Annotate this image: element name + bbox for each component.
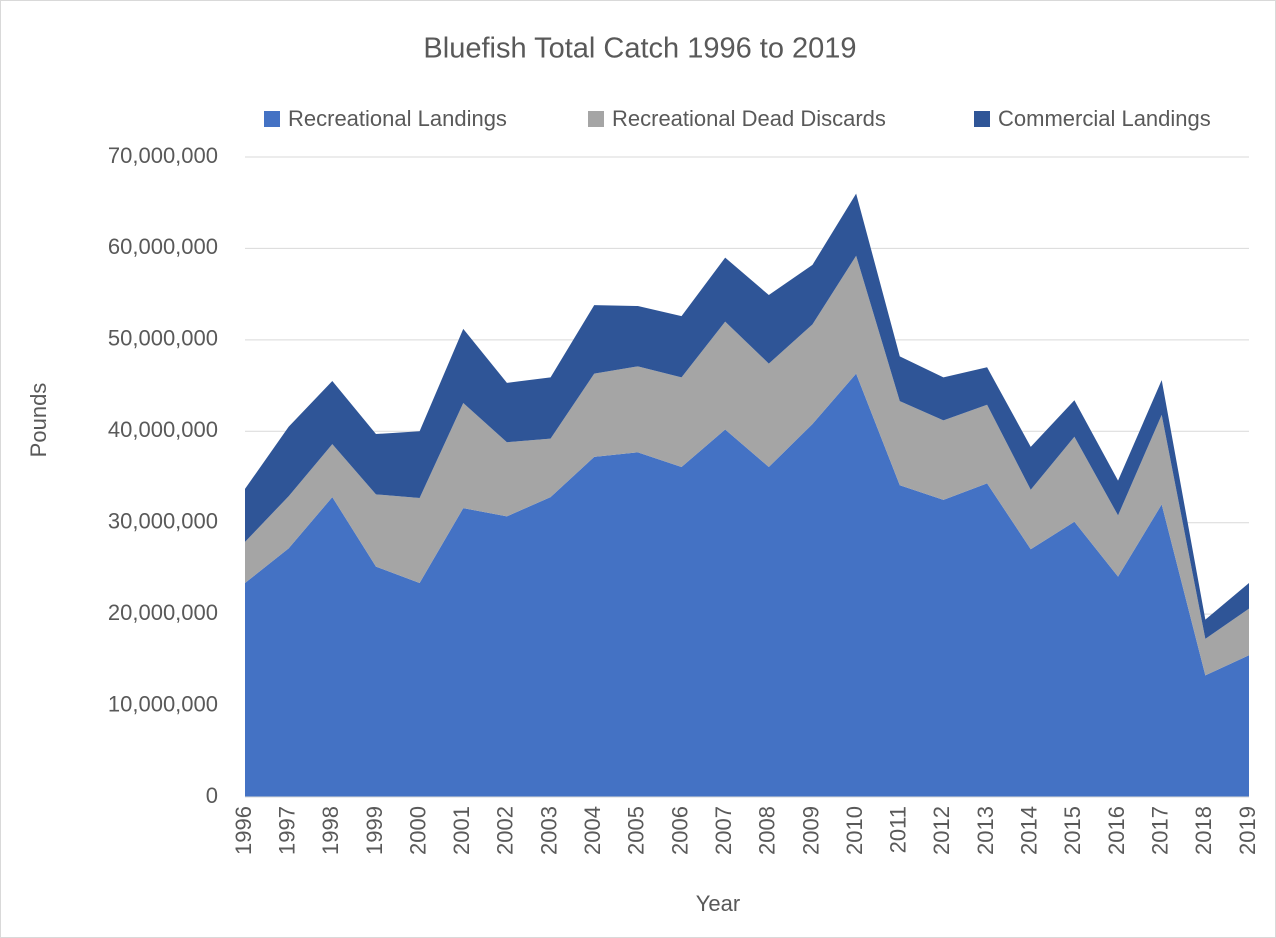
y-tick-label: 70,000,000 (108, 143, 218, 168)
x-tick-label: 1999 (362, 806, 387, 855)
x-tick-label: 2001 (449, 806, 474, 855)
x-tick-label: 2017 (1148, 806, 1173, 855)
x-tick-label: 2009 (798, 806, 823, 855)
chart-title: Bluefish Total Catch 1996 to 2019 (423, 33, 856, 65)
legend-swatch (264, 111, 280, 127)
x-tick-label: 2010 (842, 806, 867, 855)
x-tick-label: 2018 (1191, 806, 1216, 855)
legend-swatch (974, 111, 990, 127)
x-tick-label: 1997 (274, 806, 299, 855)
x-tick-label: 2014 (1017, 806, 1042, 855)
x-tick-label: 2008 (755, 806, 780, 855)
area (245, 193, 1249, 639)
x-tick-label: 2006 (667, 806, 692, 855)
y-tick-label: 40,000,000 (108, 417, 218, 442)
x-tick-label: 2004 (580, 806, 605, 855)
legend-label: Recreational Landings (288, 106, 507, 131)
x-axis-label: Year (696, 891, 740, 916)
x-tick-label: 1998 (318, 806, 343, 855)
y-tick-label: 30,000,000 (108, 509, 218, 534)
area (245, 255, 1249, 676)
y-tick-label: 60,000,000 (108, 234, 218, 259)
area (245, 373, 1249, 797)
legend-swatch (588, 111, 604, 127)
x-tick-label: 2012 (929, 806, 954, 855)
y-tick-label: 20,000,000 (108, 600, 218, 625)
legend-label: Recreational Dead Discards (612, 106, 886, 131)
x-tick-label: 2011 (886, 806, 911, 853)
x-tick-label: 2015 (1060, 806, 1085, 855)
x-tick-label: 2013 (973, 806, 998, 855)
y-tick-label: 10,000,000 (108, 691, 218, 716)
x-tick-label: 2003 (536, 806, 561, 855)
x-tick-label: 2005 (624, 806, 649, 855)
y-axis-label: Pounds (26, 383, 51, 458)
x-tick-label: 2016 (1104, 806, 1129, 855)
x-tick-label: 2000 (405, 806, 430, 855)
x-tick-label: 1996 (231, 806, 256, 855)
y-tick-label: 0 (206, 783, 218, 808)
x-tick-label: 2007 (711, 806, 736, 855)
x-tick-label: 2019 (1235, 806, 1260, 855)
x-tick-label: 2002 (493, 806, 518, 855)
y-tick-label: 50,000,000 (108, 326, 218, 351)
legend-label: Commercial Landings (998, 106, 1211, 131)
